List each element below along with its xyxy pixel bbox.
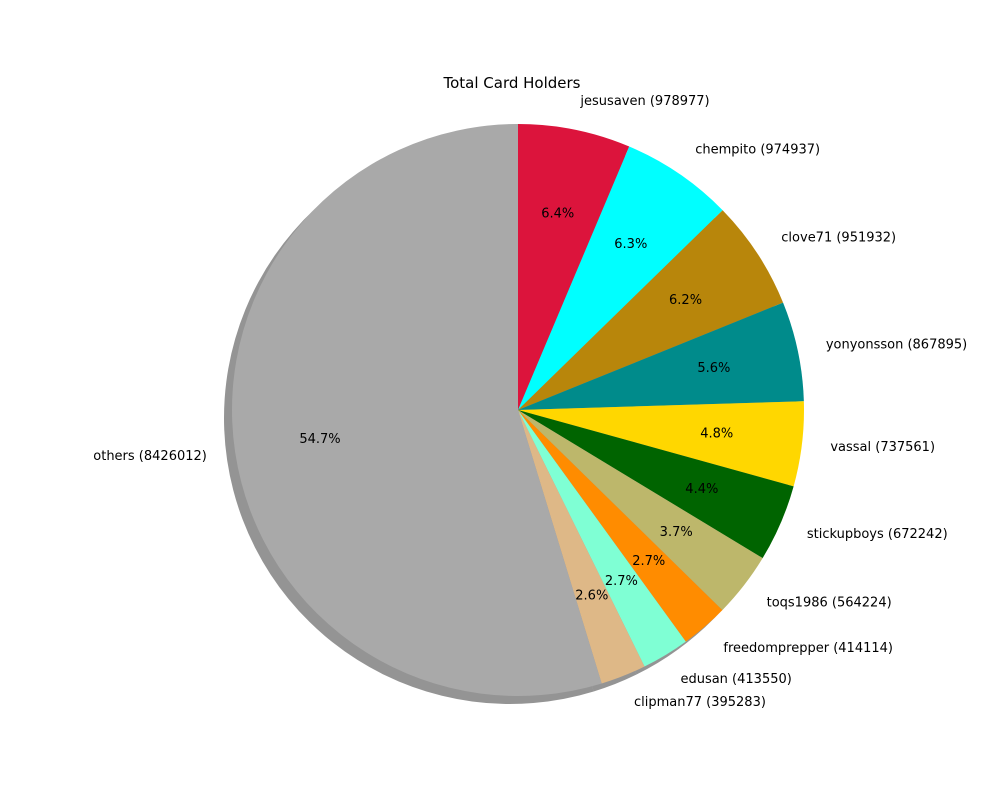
- slice-label-clove71: clove71 (951932): [781, 230, 896, 245]
- slice-percent-vassal: 4.8%: [700, 426, 733, 441]
- slice-percent-yonyonsson: 5.6%: [697, 361, 730, 376]
- pie-slices: [231, 123, 804, 697]
- slice-label-stickupboys: stickupboys (672242): [807, 527, 948, 542]
- slice-label-freedomprepper: freedomprepper (414114): [723, 641, 893, 656]
- slice-label-chempito: chempito (974937): [695, 143, 820, 158]
- slice-percent-edusan: 2.7%: [605, 574, 638, 589]
- pie-slice-toqs1986: [518, 410, 763, 611]
- slice-label-yonyonsson: yonyonsson (867895): [826, 338, 967, 353]
- slice-percent-toqs1986: 3.7%: [660, 525, 693, 540]
- pie-slice-vassal: [518, 401, 804, 487]
- slice-percent-chempito: 6.3%: [614, 237, 647, 252]
- pie-slice-jesusaven: [518, 124, 630, 410]
- slice-percent-others: 54.7%: [299, 432, 340, 447]
- chart-title: Total Card Holders: [442, 74, 580, 92]
- pie-slice-chempito: [518, 146, 723, 410]
- slice-label-others: others (8426012): [93, 449, 207, 464]
- slice-label-toqs1986: toqs1986 (564224): [767, 595, 892, 610]
- pie-slice-freedomprepper: [518, 410, 723, 642]
- slice-label-vassal: vassal (737561): [830, 440, 935, 455]
- slice-label-jesusaven: jesusaven (978977): [579, 94, 709, 109]
- pie-slice-stickupboys: [518, 410, 794, 559]
- slice-label-edusan: edusan (413550): [680, 672, 791, 687]
- slice-percent-freedomprepper: 2.7%: [632, 554, 665, 569]
- pie-slice-edusan: [518, 410, 686, 667]
- pie-slice-clove71: [518, 210, 784, 410]
- pie-slice-yonyonsson: [518, 302, 804, 410]
- pie-slice-others: [231, 123, 602, 697]
- slice-percent-clipman77: 2.6%: [575, 589, 608, 604]
- slice-percent-stickupboys: 4.4%: [685, 482, 718, 497]
- pie-slice-clipman77: [518, 410, 645, 684]
- slice-label-clipman77: clipman77 (395283): [634, 695, 766, 710]
- pie-labels: jesusaven (978977) 6.4% chempito (974937) 6…: [93, 94, 967, 710]
- slice-percent-clove71: 6.2%: [669, 293, 702, 308]
- slice-percent-jesusaven: 6.4%: [541, 206, 574, 221]
